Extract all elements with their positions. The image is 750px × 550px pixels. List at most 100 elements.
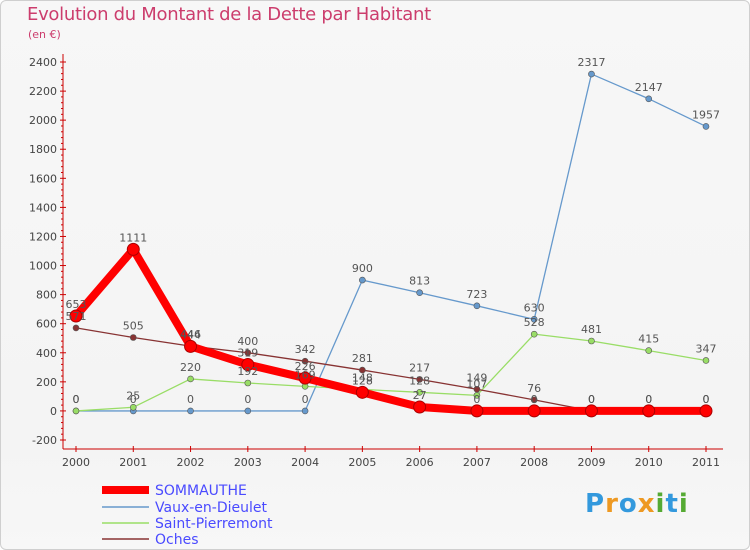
y-minor-tick <box>61 218 63 220</box>
y-minor-tick <box>61 142 63 144</box>
y-minor-tick <box>61 73 63 75</box>
data-label: 2317 <box>577 56 605 69</box>
data-point <box>702 357 710 364</box>
data-point <box>129 334 137 341</box>
data-label: 0 <box>531 393 538 406</box>
y-minor-tick <box>61 282 63 284</box>
x-tick-label: 2002 <box>177 456 205 469</box>
y-tick-label: -200 <box>32 434 57 447</box>
logo-letter: P <box>585 489 606 519</box>
chart-title: Evolution du Montant de la Dette par Hab… <box>27 4 431 25</box>
data-label: 653 <box>66 298 87 311</box>
y-minor-tick <box>61 189 63 191</box>
data-label: 0 <box>588 393 595 406</box>
proxiti-logo: Proxiti <box>585 489 689 519</box>
x-tick-label: 2004 <box>291 456 319 469</box>
y-tick-label: 2400 <box>29 56 57 69</box>
y-minor-tick <box>61 299 63 301</box>
data-point <box>184 339 198 353</box>
data-point <box>588 70 595 78</box>
data-point <box>129 403 137 411</box>
data-label: 630 <box>524 301 545 314</box>
data-label: 107 <box>466 377 487 390</box>
data-point <box>72 407 80 415</box>
data-point <box>416 389 423 396</box>
y-minor-tick <box>61 195 63 197</box>
data-label: 0 <box>130 393 137 406</box>
data-point <box>699 404 713 418</box>
data-label: 128 <box>352 374 373 387</box>
x-tick-label: 2011 <box>692 456 720 469</box>
y-tick-label: 1800 <box>29 143 57 156</box>
data-point <box>527 404 541 418</box>
legend-label: Vaux-en-Dieulet <box>155 500 267 516</box>
data-label: 0 <box>187 393 194 406</box>
y-minor-tick <box>61 108 63 110</box>
data-point <box>416 376 423 383</box>
data-label: 505 <box>123 320 144 333</box>
y-minor-tick <box>61 427 63 429</box>
x-tick-label: 2000 <box>62 456 90 469</box>
data-label: 0 <box>703 393 710 406</box>
data-label: 1957 <box>692 108 720 121</box>
logo-letter: i <box>678 489 689 519</box>
series-line-1 <box>76 73 707 412</box>
x-tick-label: 2003 <box>234 456 262 469</box>
y-tick-label: 1000 <box>29 260 57 273</box>
y-minor-tick <box>61 392 63 394</box>
y-tick-label: 200 <box>36 376 57 389</box>
data-point <box>301 407 309 415</box>
y-minor-tick <box>61 78 63 80</box>
x-tick-label: 2009 <box>577 456 605 469</box>
axes: -200020040060080010001200140016001800200… <box>29 54 723 469</box>
data-point <box>530 316 538 323</box>
y-minor-tick <box>61 363 63 365</box>
data-label: 149 <box>466 371 487 384</box>
data-label: 0 <box>73 393 80 406</box>
point-labels: 653 1111 444 319 226 128 27 0 0 0 0 0 0 0 0 0 0 900 813 723… <box>66 56 721 406</box>
legend: SOMMAUTHEVaux-en-DieuletSaint-Pierremont… <box>102 483 273 548</box>
y-minor-tick <box>61 183 63 185</box>
series-lines <box>69 70 713 418</box>
logo-letter: i <box>655 489 666 519</box>
data-label: 0 <box>473 393 480 406</box>
data-label: 128 <box>409 374 430 387</box>
y-minor-tick <box>61 247 63 249</box>
y-minor-tick <box>61 375 63 377</box>
data-label: 813 <box>409 275 430 288</box>
data-label: 900 <box>352 262 373 275</box>
data-point <box>530 396 538 404</box>
y-tick-label: 1400 <box>29 201 57 214</box>
data-label: 0 <box>645 393 652 406</box>
data-label: 0 <box>302 393 309 406</box>
x-tick-label: 2010 <box>635 456 663 469</box>
y-minor-tick <box>61 276 63 278</box>
data-label: 342 <box>295 343 316 356</box>
y-minor-tick <box>61 154 63 156</box>
y-minor-tick <box>61 346 63 348</box>
data-label: 481 <box>581 323 602 336</box>
y-minor-tick <box>61 253 63 255</box>
data-point <box>126 242 140 256</box>
data-label: 0 <box>703 393 710 406</box>
data-point <box>301 357 309 365</box>
data-label: 2147 <box>635 81 663 94</box>
data-point <box>359 366 366 374</box>
series-line-2 <box>75 333 707 412</box>
data-point <box>359 276 366 284</box>
y-minor-tick <box>61 224 63 226</box>
y-tick-label: 1600 <box>29 172 57 185</box>
data-label: 415 <box>638 333 659 346</box>
data-label: 0 <box>73 393 80 406</box>
logo-letter: x <box>637 489 656 519</box>
series-line-0 <box>72 245 706 415</box>
y-minor-tick <box>61 113 63 115</box>
y-minor-tick <box>61 171 63 173</box>
data-label: 169 <box>295 368 316 381</box>
data-label: 319 <box>237 347 258 360</box>
y-minor-tick <box>61 340 63 342</box>
y-minor-tick <box>61 131 63 133</box>
data-point <box>72 324 80 332</box>
